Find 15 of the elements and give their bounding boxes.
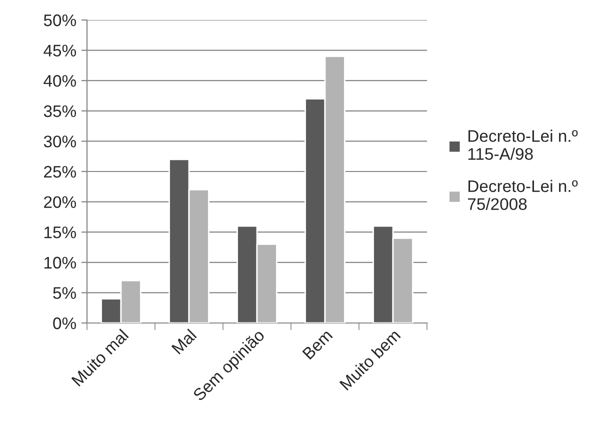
y-tick-label: 25% (44, 166, 76, 178)
legend-label: Decreto-Lei n.º 115-A/98 (468, 130, 578, 160)
y-tick-label: 30% (44, 136, 76, 148)
y-tick-label: 45% (44, 44, 76, 57)
y-tick-label: 5% (53, 287, 76, 299)
x-tick-label: Bem (302, 329, 333, 360)
y-tick-label: 50% (44, 14, 76, 26)
legend-label: Decreto-Lei n.º 75/2008 (468, 180, 578, 210)
x-tick-label: Mal (170, 328, 197, 355)
y-tick-label: 0% (53, 317, 76, 330)
y-tick-label: 35% (44, 105, 76, 118)
y-tick-label: 10% (44, 256, 76, 269)
y-tick-label: 15% (44, 226, 76, 238)
y-tick-label: 20% (44, 196, 76, 208)
y-tick-label: 40% (44, 75, 76, 87)
